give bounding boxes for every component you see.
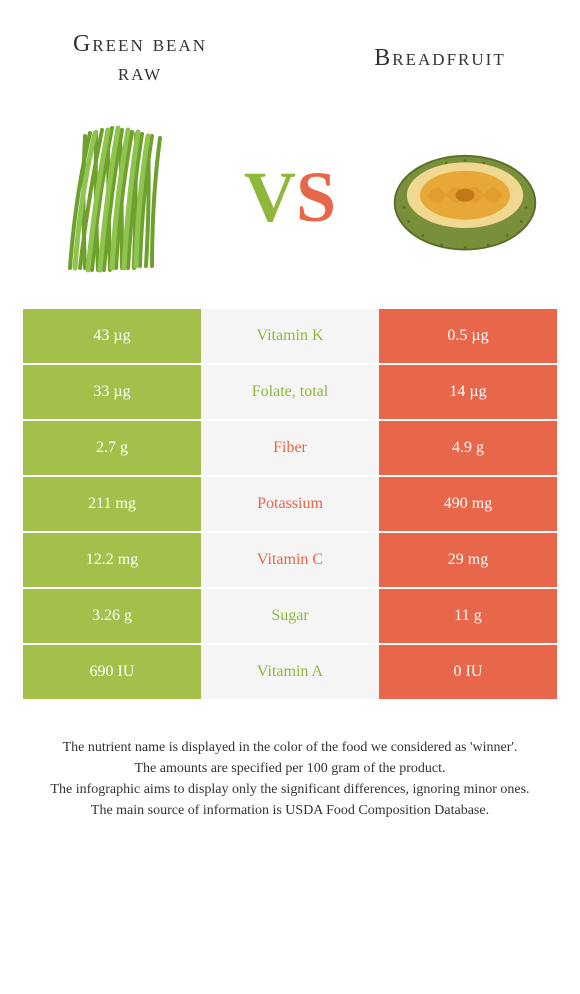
right-value: 490 mg <box>379 477 557 533</box>
vs-label: VS <box>244 156 336 239</box>
left-value: 43 µg <box>23 309 201 365</box>
left-value: 12.2 mg <box>23 533 201 589</box>
nutrient-table: 43 µgVitamin K0.5 µg33 µgFolate, total14… <box>22 308 558 702</box>
table-row: 12.2 mgVitamin C29 mg <box>23 533 557 589</box>
table-row: 33 µgFolate, total14 µg <box>23 365 557 421</box>
footer-line1: The nutrient name is displayed in the co… <box>20 737 560 758</box>
header: Green bean raw Breadfruit <box>0 0 580 98</box>
table-row: 43 µgVitamin K0.5 µg <box>23 309 557 365</box>
left-value: 211 mg <box>23 477 201 533</box>
right-value: 11 g <box>379 589 557 645</box>
right-value: 0 IU <box>379 645 557 701</box>
left-title-line1: Green bean <box>40 30 240 59</box>
footer-notes: The nutrient name is displayed in the co… <box>0 702 580 821</box>
nutrient-label: Sugar <box>201 589 379 645</box>
nutrient-label: Vitamin K <box>201 309 379 365</box>
right-value: 0.5 µg <box>379 309 557 365</box>
images-row: VS <box>0 98 580 308</box>
nutrient-label: Potassium <box>201 477 379 533</box>
right-value: 29 mg <box>379 533 557 589</box>
right-value: 4.9 g <box>379 421 557 477</box>
table-row: 3.26 gSugar11 g <box>23 589 557 645</box>
table-row: 211 mgPotassium490 mg <box>23 477 557 533</box>
breadfruit-image <box>390 118 540 278</box>
left-value: 2.7 g <box>23 421 201 477</box>
left-title-line2: raw <box>40 59 240 88</box>
table-row: 690 IUVitamin A0 IU <box>23 645 557 701</box>
left-food-title: Green bean raw <box>40 30 240 88</box>
vs-v: V <box>244 157 296 237</box>
right-food-title: Breadfruit <box>340 30 540 72</box>
green-bean-image <box>40 118 190 278</box>
left-value: 3.26 g <box>23 589 201 645</box>
footer-line4: The main source of information is USDA F… <box>20 800 560 821</box>
table-row: 2.7 gFiber4.9 g <box>23 421 557 477</box>
footer-line3: The infographic aims to display only the… <box>20 779 560 800</box>
nutrient-label: Vitamin A <box>201 645 379 701</box>
nutrient-label: Folate, total <box>201 365 379 421</box>
left-value: 690 IU <box>23 645 201 701</box>
vs-s: S <box>296 157 336 237</box>
nutrient-label: Fiber <box>201 421 379 477</box>
left-value: 33 µg <box>23 365 201 421</box>
footer-line2: The amounts are specified per 100 gram o… <box>20 758 560 779</box>
nutrient-label: Vitamin C <box>201 533 379 589</box>
right-value: 14 µg <box>379 365 557 421</box>
